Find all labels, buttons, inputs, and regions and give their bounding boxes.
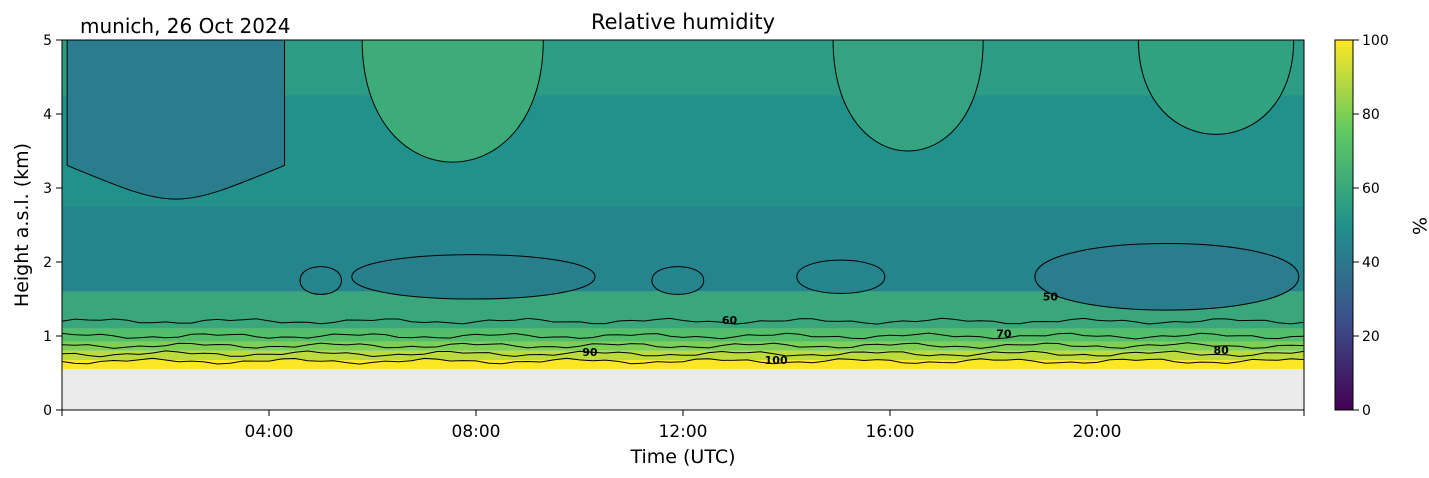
x-tick-label: 12:00 [659,422,708,442]
colorbar-tick-label: 20 [1362,329,1380,345]
y-tick-label: 2 [43,255,52,271]
colorbar: 0 20 40 60 80 100 % [1334,33,1429,419]
contour-line-90 [62,350,1304,358]
dry-region [651,266,705,295]
colorbar-tick-label: 80 [1362,107,1380,123]
dry-region [796,259,886,294]
contour-line-60 [62,317,1304,325]
contour-label: 50 [1043,291,1059,304]
colorbar-tick-label: 0 [1362,403,1371,419]
plot-area: 60 70 80 90 100 50 [62,40,1304,410]
moist-region [832,40,984,152]
x-axis-label: Time (UTC) [629,446,735,468]
contour-label: 90 [582,346,598,359]
y-tick-label: 0 [43,403,52,419]
contour-label: 100 [765,354,788,367]
y-tick-label: 3 [43,181,52,197]
chart-title: Relative humidity [591,10,775,34]
y-tick-label: 1 [43,329,52,345]
humidity-band [62,360,1304,370]
x-axis: 04:00 08:00 12:00 16:00 20:00 [61,410,1305,442]
location-label: munich, 26 Oct 2024 [80,14,290,38]
contour-line-80 [62,342,1304,349]
y-axis-label: Height a.s.l. (km) [11,143,33,307]
moist-region [1137,40,1295,135]
contour-label: 80 [1214,344,1230,357]
dry-region [66,40,286,200]
contour-label: 70 [996,328,1012,341]
dry-region [351,254,596,300]
y-tick-label: 5 [43,33,52,49]
x-tick-label: 20:00 [1073,422,1122,442]
x-tick-label: 04:00 [245,422,294,442]
colorbar-tick-label: 100 [1362,33,1389,49]
moist-region [361,40,544,163]
colorbar-label: % [1408,217,1429,235]
dry-region [1034,243,1300,311]
contour-line-70 [62,332,1304,340]
colorbar-ticks: 0 20 40 60 80 100 [1353,33,1389,419]
x-tick-label: 08:00 [452,422,501,442]
contour-label: 60 [722,314,738,327]
colorbar-tick-label: 40 [1362,255,1380,271]
colorbar-gradient [1334,39,1354,411]
contour-line-100 [62,357,1304,365]
y-axis: 0 1 2 3 4 5 [43,33,62,419]
colorbar-tick-label: 60 [1362,181,1380,197]
x-tick-label: 16:00 [866,422,915,442]
y-tick-label: 4 [43,107,52,123]
dry-region [299,266,342,295]
no-data-region [62,369,1304,410]
